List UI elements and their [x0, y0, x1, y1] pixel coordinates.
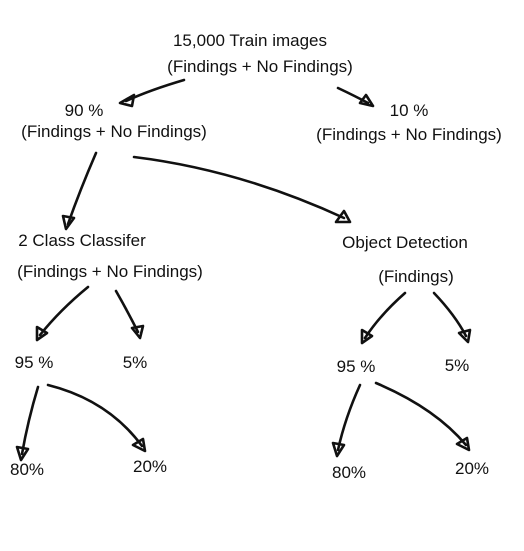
- arrow-train-to-classifier: [61, 151, 98, 231]
- detection-split-95: 95 %: [336, 357, 376, 376]
- arrow-classifier-95-to-20: [46, 383, 147, 453]
- arrow-classifier-to-95: [35, 285, 90, 342]
- classifier-subtitle: (Findings + No Findings): [17, 262, 203, 281]
- classifier-title: 2 Class Classifer: [18, 231, 146, 250]
- arrow-detection-95-to-80: [331, 383, 362, 458]
- arrow-classifier-to-5: [114, 289, 145, 340]
- train-split-subtitle: (Findings + No Findings): [21, 122, 207, 141]
- arrow-classifier-95-to-80: [15, 385, 40, 462]
- classifier-sub-20: 20%: [132, 457, 168, 476]
- detection-sub-20: 20%: [454, 459, 490, 478]
- detection-split-5: 5%: [444, 356, 470, 375]
- detection-subtitle: (Findings): [378, 267, 454, 286]
- arrow-detection-95-to-20: [374, 381, 471, 452]
- root-title: 15,000 Train images: [172, 31, 328, 50]
- detection-title: Object Detection: [342, 233, 468, 252]
- arrow-detection-to-95: [360, 291, 407, 345]
- arrow-root-to-test: [336, 86, 375, 108]
- arrow-root-to-train: [118, 78, 186, 108]
- root-subtitle: (Findings + No Findings): [167, 57, 353, 76]
- test-split-subtitle: (Findings + No Findings): [316, 125, 502, 144]
- arrow-train-to-detection: [132, 155, 352, 224]
- detection-sub-80: 80%: [331, 463, 367, 482]
- classifier-split-95: 95 %: [14, 353, 54, 372]
- arrow-detection-to-5: [432, 291, 472, 344]
- train-split-percent: 90 %: [64, 101, 104, 120]
- classifier-sub-80: 80%: [9, 460, 45, 479]
- classifier-split-5: 5%: [122, 353, 148, 372]
- test-split-percent: 10 %: [389, 101, 429, 120]
